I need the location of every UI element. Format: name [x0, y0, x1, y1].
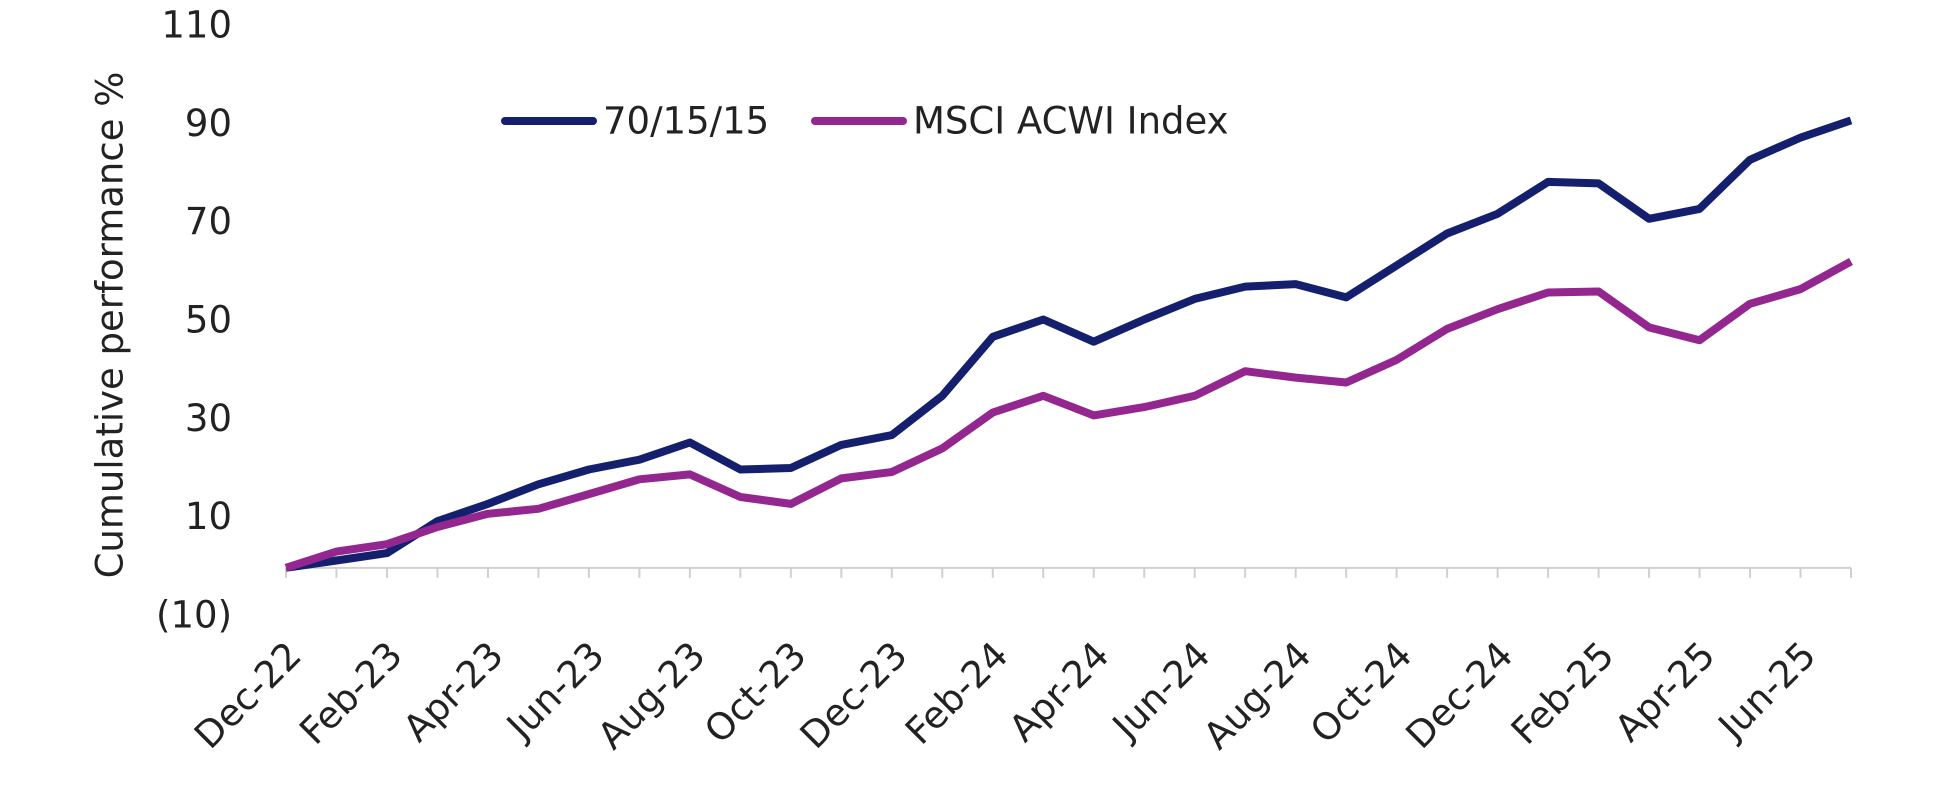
- x-tick-label: Apr-23: [395, 633, 512, 750]
- x-tick-label: Oct-23: [696, 633, 814, 751]
- y-axis-label: Cumulative performance %: [89, 72, 132, 579]
- x-tick-label: Feb-24: [897, 633, 1016, 752]
- y-tick-label: (10): [156, 594, 232, 637]
- y-tick-label: 110: [161, 4, 232, 47]
- x-tick-label: Dec-24: [1398, 633, 1522, 757]
- y-tick-label: 50: [185, 299, 232, 342]
- x-tick-label: Feb-25: [1503, 633, 1622, 752]
- y-tick-label: 30: [185, 397, 232, 440]
- series-line: [284, 257, 1853, 572]
- x-tick-label: Jun-25: [1709, 633, 1824, 748]
- y-tick-label: 90: [185, 102, 232, 145]
- series-line: [285, 116, 1853, 572]
- x-tick-label: Aug-24: [1195, 633, 1319, 757]
- x-tick-label: Aug-23: [589, 633, 713, 757]
- x-tick-label: Apr-25: [1607, 633, 1724, 750]
- legend-label: MSCI ACWI Index: [913, 100, 1229, 143]
- y-tick-label: 10: [185, 495, 232, 538]
- x-tick-label: Dec-23: [792, 633, 916, 757]
- x-tick-label: Apr-24: [1001, 633, 1118, 750]
- x-tick-label: Feb-23: [291, 633, 410, 752]
- x-tick-label: Oct-24: [1302, 633, 1420, 751]
- x-tick-label: Dec-22: [186, 633, 310, 757]
- legend-label: 70/15/15: [603, 100, 769, 143]
- y-tick-label: 70: [185, 200, 232, 243]
